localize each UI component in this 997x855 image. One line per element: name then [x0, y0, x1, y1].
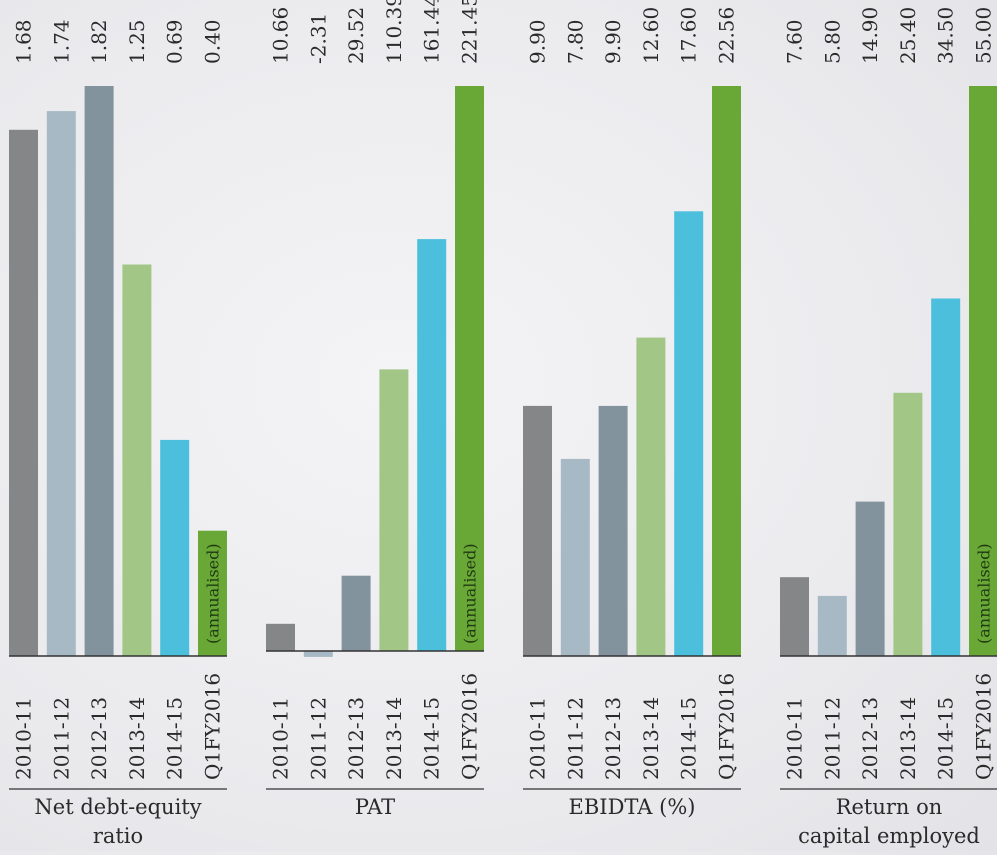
value-label: 221.45: [458, 0, 482, 64]
value-label: 55.00: [972, 7, 996, 64]
category-label: Q1FY2016: [458, 673, 482, 780]
chart-title: Return on capital employed: [798, 795, 980, 848]
bar-2014-15: [674, 211, 704, 657]
bar-2012-13: [341, 575, 371, 651]
value-label: -2.31: [306, 13, 330, 64]
chart-title: Net debt-equity ratio: [34, 795, 201, 848]
category-label: 2013-14: [896, 697, 920, 780]
value-label: 9.90: [601, 19, 625, 64]
chart-3: 9.90 2010-11 7.80 2011-12 9.90 2012-13 12.60 20…: [523, 7, 741, 819]
value-label: 22.56: [715, 7, 739, 64]
value-label: 17.60: [677, 7, 701, 64]
chart-4: 7.60 2010-11 5.80 2011-12 14.90 2012-13 25.40 2…: [780, 7, 997, 848]
category-label: Q1FY2016: [972, 673, 996, 780]
category-label: Q1FY2016: [201, 673, 225, 780]
chart-1: 1.68 2010-11 1.74 2011-12 1.82 2012-13 1.25 201…: [9, 19, 227, 848]
value-label: 0.40: [201, 19, 225, 64]
value-label: 1.74: [49, 19, 73, 64]
value-label: 1.82: [87, 19, 111, 64]
bar-2012-13: [598, 405, 628, 656]
category-label: 2013-14: [382, 697, 406, 780]
chart-title: PAT: [355, 795, 395, 819]
category-label: 2011-12: [49, 697, 73, 780]
bar-2010-11: [780, 577, 809, 656]
bar-Q1FY2016: [455, 86, 484, 651]
category-label: 2014-15: [163, 697, 187, 780]
bar-2010-11: [266, 623, 295, 651]
bar-note: (annualised): [204, 543, 223, 644]
chart-2: 10.66 2010-11 -2.31 2011-12 29.52 2012-13 110.…: [266, 0, 484, 819]
category-label: 2012-13: [601, 697, 625, 780]
category-label: 2014-15: [934, 697, 958, 780]
bar-2013-14: [379, 369, 409, 651]
bar-note: (annualised): [975, 543, 994, 644]
bar-Q1FY2016: [712, 86, 741, 656]
category-label: 2012-13: [858, 697, 882, 780]
chart-title: EBIDTA (%): [569, 795, 696, 819]
bar-2011-12: [303, 651, 333, 657]
value-label: 7.60: [783, 19, 807, 64]
bar-2013-14: [122, 264, 152, 656]
bar-2014-15: [417, 239, 447, 651]
bar-2011-12: [560, 458, 590, 656]
category-label: 2010-11: [269, 697, 293, 780]
bar-2012-13: [84, 86, 114, 656]
value-label: 12.60: [639, 7, 663, 64]
value-label: 14.90: [858, 7, 882, 64]
value-label: 161.44: [420, 0, 444, 64]
value-label: 7.80: [563, 19, 587, 64]
category-label: 2014-15: [677, 697, 701, 780]
category-label: 2012-13: [87, 697, 111, 780]
bar-2011-12: [46, 111, 76, 657]
value-label: 110.39: [382, 0, 406, 64]
bar-2014-15: [931, 298, 961, 656]
category-label: 2011-12: [820, 697, 844, 780]
bar-2012-13: [855, 501, 885, 656]
bar-2010-11: [523, 405, 552, 656]
category-label: 2013-14: [125, 697, 149, 780]
category-label: 2010-11: [783, 697, 807, 780]
value-label: 25.40: [896, 7, 920, 64]
bar-2010-11: [9, 129, 38, 657]
category-label: 2010-11: [12, 697, 36, 780]
bar-2013-14: [893, 392, 923, 656]
category-label: 2013-14: [639, 697, 663, 780]
value-label: 1.68: [12, 19, 36, 64]
value-label: 34.50: [934, 7, 958, 64]
value-label: 0.69: [163, 19, 187, 64]
bar-2011-12: [817, 595, 847, 656]
category-label: 2011-12: [306, 697, 330, 780]
category-label: Q1FY2016: [715, 673, 739, 780]
bar-2014-15: [160, 439, 190, 656]
bar-Q1FY2016: [969, 86, 997, 656]
value-label: 9.90: [526, 19, 550, 64]
bar-note: (annualised): [461, 543, 480, 644]
bar-2013-14: [636, 337, 666, 656]
value-label: 1.25: [125, 19, 149, 64]
category-label: 2014-15: [420, 697, 444, 780]
category-label: 2010-11: [526, 697, 550, 780]
value-label: 29.52: [344, 7, 368, 64]
category-label: 2011-12: [563, 697, 587, 780]
value-label: 10.66: [269, 7, 293, 64]
value-label: 5.80: [820, 19, 844, 64]
category-label: 2012-13: [344, 697, 368, 780]
bar-Q1FY2016: [198, 530, 227, 656]
